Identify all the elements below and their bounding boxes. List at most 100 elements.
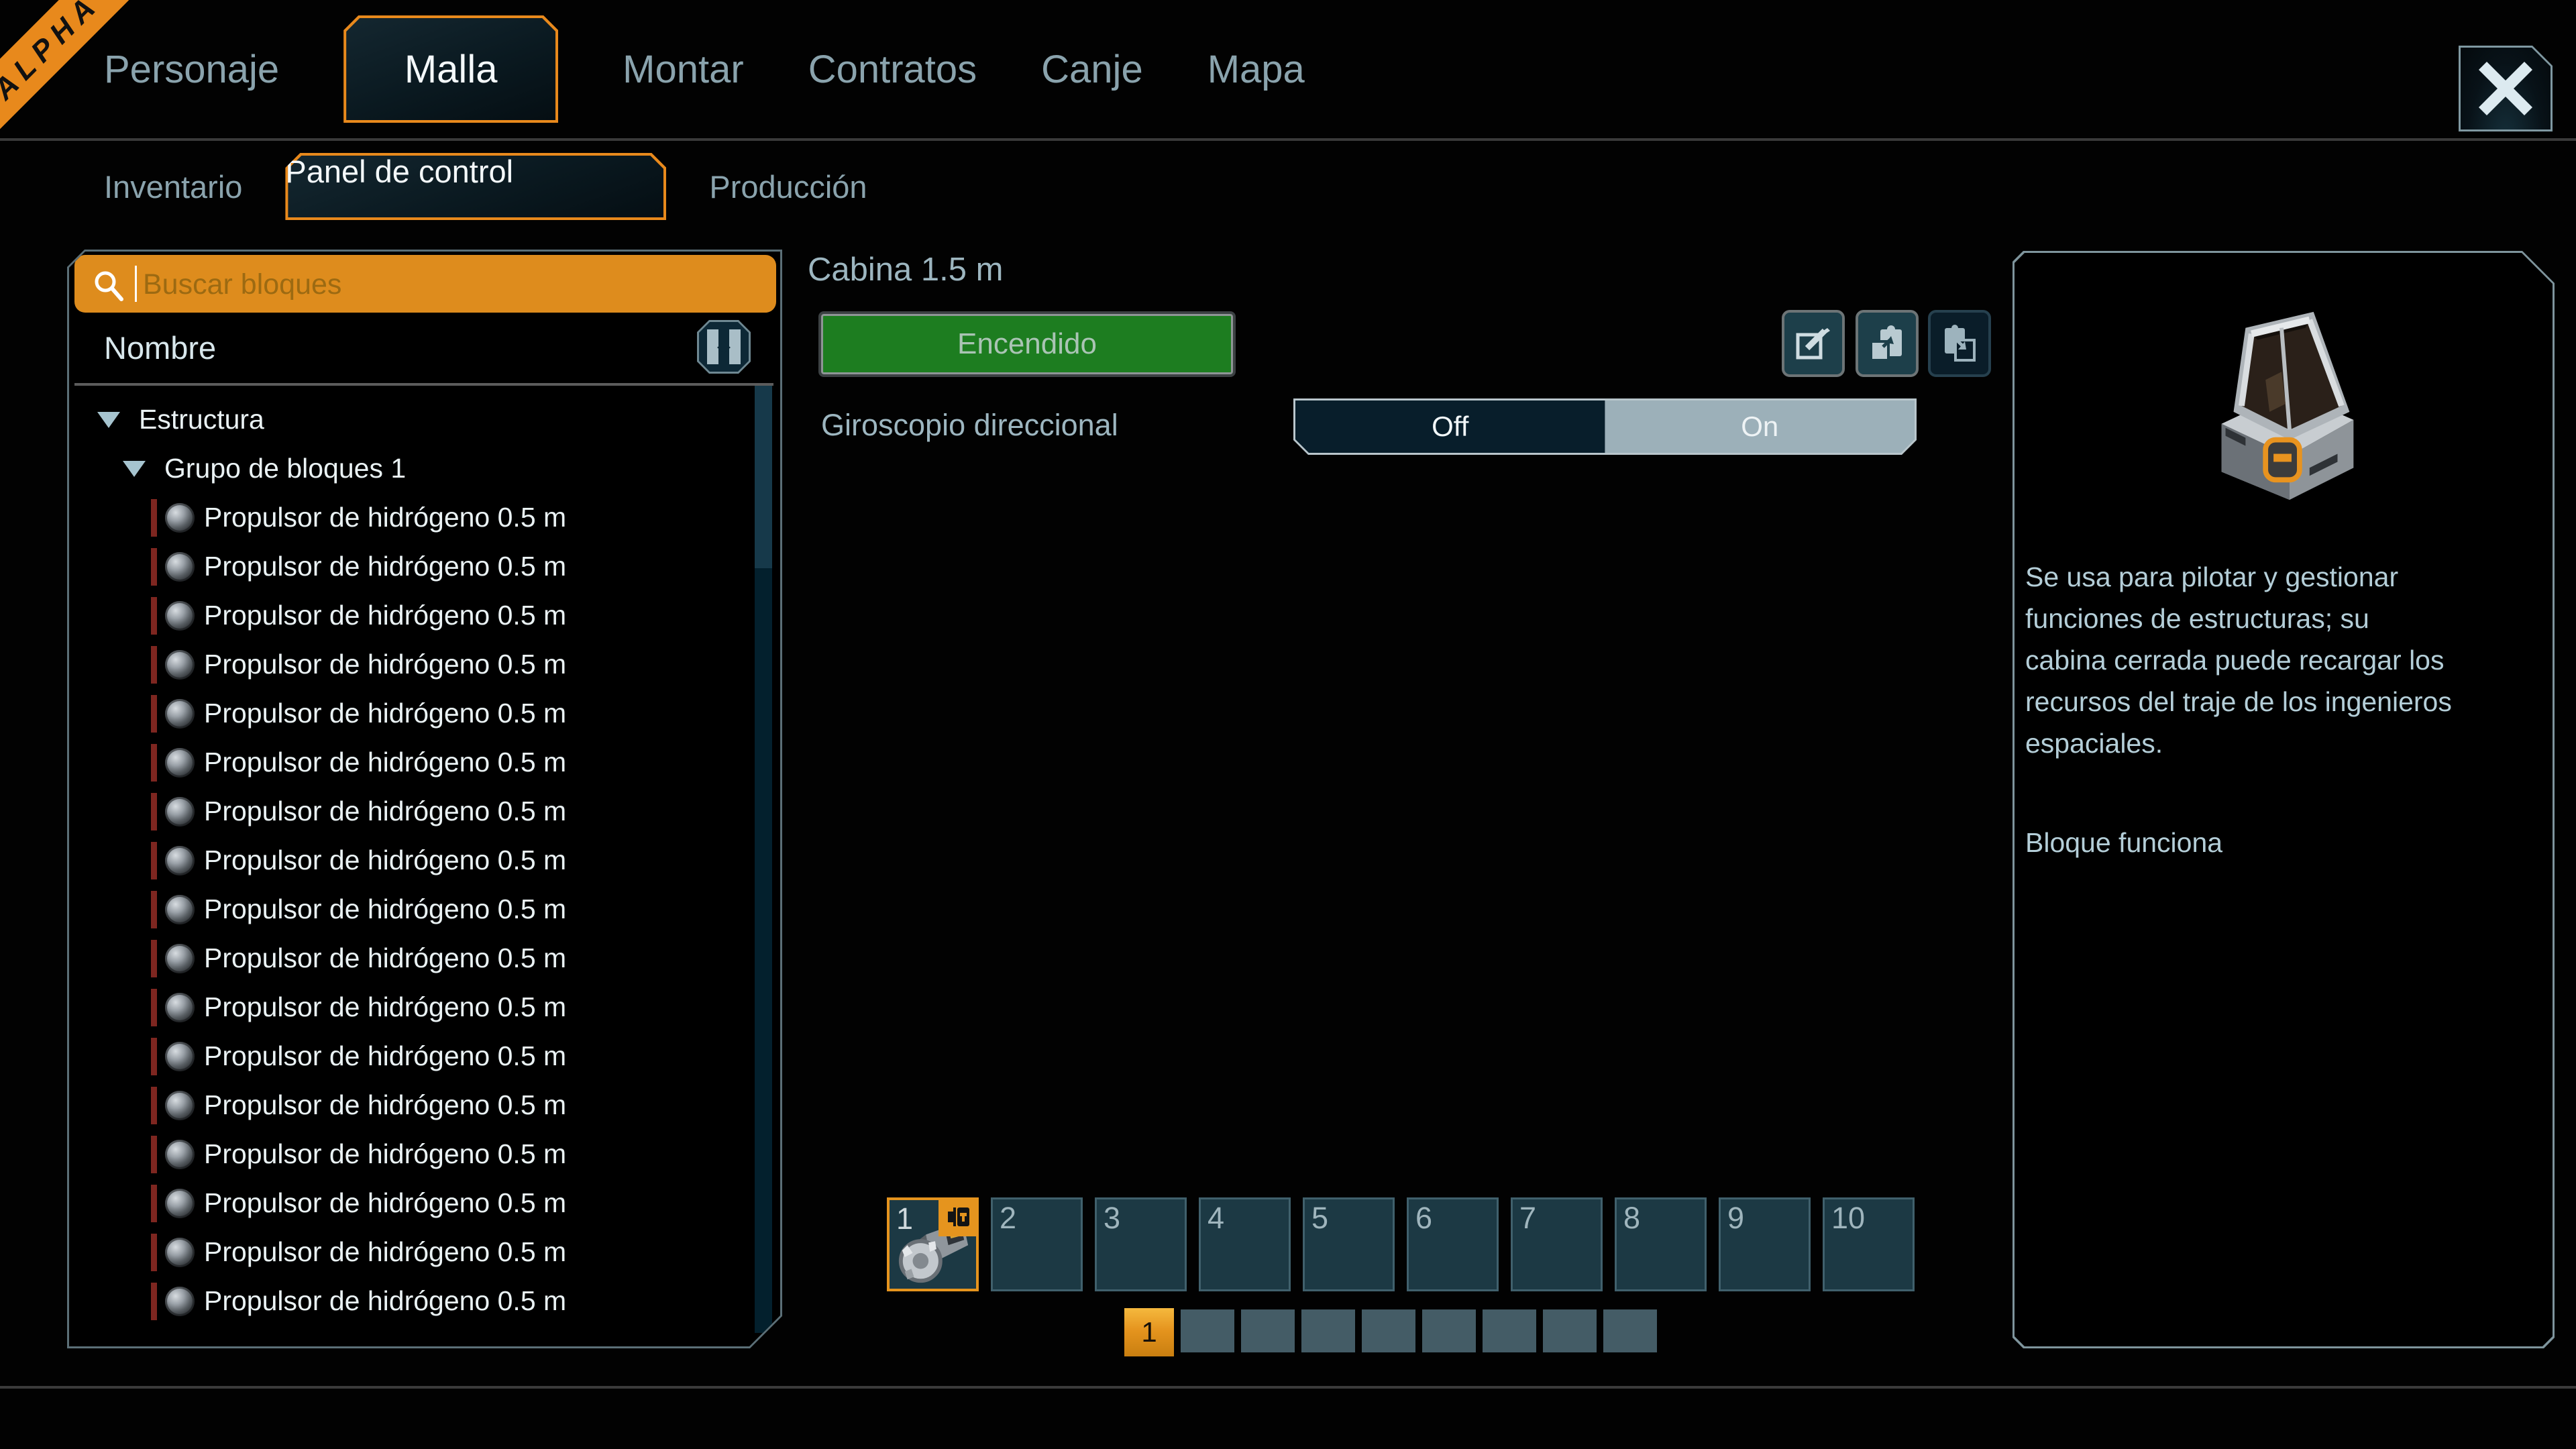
column-resize-button[interactable] xyxy=(697,320,751,374)
thruster-icon xyxy=(165,895,195,924)
nav-tab[interactable]: Malla xyxy=(343,15,558,123)
pager-page-button[interactable] xyxy=(1181,1309,1234,1352)
tree-item-block[interactable]: Propulsor de hidrógeno 0.5 m xyxy=(69,1179,748,1228)
tree-item-block[interactable]: Propulsor de hidrógeno 0.5 m xyxy=(69,591,748,640)
thruster-icon xyxy=(165,1091,195,1120)
pager-page-button[interactable] xyxy=(1603,1309,1657,1352)
hotbar-slot[interactable]: 10 xyxy=(1823,1197,1915,1291)
tree-item-label: Propulsor de hidrógeno 0.5 m xyxy=(204,991,567,1022)
tree-item-block[interactable]: Propulsor de hidrógeno 0.5 m xyxy=(69,1228,748,1277)
paste-settings-button[interactable] xyxy=(1928,310,1991,377)
thruster-icon xyxy=(165,1042,195,1071)
tree-node-label: Estructura xyxy=(139,404,264,435)
nav-tab[interactable]: Canje xyxy=(1041,47,1143,91)
subnav-tab[interactable]: Producción xyxy=(709,168,867,205)
pager-page-button[interactable] xyxy=(1241,1309,1295,1352)
block-search-bar[interactable] xyxy=(74,255,776,313)
tree-item-label: Propulsor de hidrógeno 0.5 m xyxy=(204,1285,567,1316)
collapse-triangle-icon[interactable] xyxy=(97,412,120,428)
toggle-off-button[interactable]: Off xyxy=(1295,400,1605,453)
pager-page-button[interactable] xyxy=(1543,1309,1597,1352)
slot-number: 5 xyxy=(1311,1201,1329,1235)
hotbar-slot[interactable]: 8 xyxy=(1615,1197,1707,1291)
slot-number: 8 xyxy=(1623,1201,1641,1235)
gyroscope-label: Giroscopio direccional xyxy=(821,408,1118,442)
nav-tab[interactable]: Personaje xyxy=(104,47,280,91)
gyroscope-toggle: Off On xyxy=(1293,398,1917,455)
thruster-icon xyxy=(165,503,195,533)
search-input[interactable] xyxy=(142,255,748,314)
slot-number: 1 xyxy=(896,1201,914,1236)
pager-page-number: 1 xyxy=(1141,1316,1157,1348)
tree-item-block[interactable]: Propulsor de hidrógeno 0.5 m xyxy=(69,1130,748,1179)
copy-settings-button[interactable] xyxy=(1856,310,1919,377)
tree-node-block-group[interactable]: Grupo de bloques 1 xyxy=(69,444,748,493)
block-status-bar xyxy=(151,940,157,977)
tree-item-block[interactable]: Propulsor de hidrógeno 0.5 m xyxy=(69,542,748,591)
tree-item-block[interactable]: Propulsor de hidrógeno 0.5 m xyxy=(69,983,748,1032)
thruster-icon xyxy=(165,552,195,582)
pager-page-button[interactable] xyxy=(1483,1309,1536,1352)
tree-item-block[interactable]: Propulsor de hidrógeno 0.5 m xyxy=(69,934,748,983)
nav-divider xyxy=(0,138,2576,141)
pager-current-page[interactable]: 1 xyxy=(1124,1308,1174,1356)
block-status-bar xyxy=(151,793,157,830)
hotbar-slot[interactable]: 6 xyxy=(1407,1197,1499,1291)
nav-tab[interactable]: Mapa xyxy=(1207,47,1305,91)
block-status-bar xyxy=(151,1283,157,1320)
block-description: Se usa para pilotar y gestionar funcione… xyxy=(2025,561,2452,759)
subnav-tab[interactable]: Panel de control xyxy=(285,153,666,220)
slot-number: 2 xyxy=(1000,1201,1017,1235)
tree-item-block[interactable]: Propulsor de hidrógeno 0.5 m xyxy=(69,738,748,787)
block-status-bar xyxy=(151,597,157,635)
pager-page-button[interactable] xyxy=(1301,1309,1355,1352)
tree-item-block[interactable]: Propulsor de hidrógeno 0.5 m xyxy=(69,1032,748,1081)
paste-icon xyxy=(1945,325,1976,362)
tree-item-block[interactable]: Propulsor de hidrógeno 0.5 m xyxy=(69,836,748,885)
nav-tab[interactable]: Contratos xyxy=(808,47,977,91)
tree-item-label: Propulsor de hidrógeno 0.5 m xyxy=(204,1187,567,1218)
tree-node-structure[interactable]: Estructura xyxy=(69,395,748,444)
copy-icon xyxy=(1870,325,1902,362)
slot-number: 9 xyxy=(1727,1201,1745,1235)
tree-item-block[interactable]: Propulsor de hidrógeno 0.5 m xyxy=(69,640,748,689)
tree-item-block[interactable]: Propulsor de hidrógeno 0.5 m xyxy=(69,885,748,934)
tree-item-block[interactable]: Propulsor de hidrógeno 0.5 m xyxy=(69,1277,748,1326)
collapse-triangle-icon[interactable] xyxy=(123,461,146,477)
hotbar-pager: 1 xyxy=(1124,1308,1657,1356)
thruster-icon xyxy=(165,1140,195,1169)
hotbar-slot[interactable]: 7 xyxy=(1511,1197,1603,1291)
wrench-icon xyxy=(948,1208,969,1226)
tree-item-block[interactable]: Propulsor de hidrógeno 0.5 m xyxy=(69,1081,748,1130)
subnav-tab[interactable]: Inventario xyxy=(104,168,243,205)
arrow-right-icon xyxy=(723,341,731,354)
hotbar-slot[interactable]: 4 xyxy=(1199,1197,1291,1291)
thruster-icon xyxy=(165,601,195,631)
block-status-bar xyxy=(151,548,157,586)
pager-page-button[interactable] xyxy=(1422,1309,1476,1352)
tree-item-block[interactable]: Propulsor de hidrógeno 0.5 m xyxy=(69,689,748,738)
scrollbar-thumb[interactable] xyxy=(755,386,772,568)
rename-button[interactable] xyxy=(1782,310,1845,377)
hotbar-slot[interactable]: 2 xyxy=(991,1197,1083,1291)
tree-item-block[interactable]: Propulsor de hidrógeno 0.5 m xyxy=(69,493,748,542)
tree-item-label: Propulsor de hidrógeno 0.5 m xyxy=(204,649,567,680)
thruster-item-icon xyxy=(898,1221,969,1283)
hotbar-slot[interactable]: 5 xyxy=(1303,1197,1395,1291)
hotbar-slot[interactable]: 9 xyxy=(1719,1197,1811,1291)
nav-tab[interactable]: Montar xyxy=(623,47,744,91)
tree-item-block[interactable]: Propulsor de hidrógeno 0.5 m xyxy=(69,787,748,836)
cockpit-image xyxy=(2185,300,2386,508)
hotbar-slot-active[interactable]: 1 xyxy=(887,1197,979,1291)
tree-item-label: Propulsor de hidrógeno 0.5 m xyxy=(204,1089,567,1120)
thruster-icon xyxy=(165,699,195,729)
thruster-icon xyxy=(165,993,195,1022)
block-status-bar xyxy=(151,695,157,733)
power-state-button[interactable]: Encendido xyxy=(818,311,1236,377)
close-button[interactable] xyxy=(2459,46,2553,131)
toggle-on-button[interactable]: On xyxy=(1605,400,1915,453)
list-scrollbar[interactable] xyxy=(755,386,772,1333)
pager-page-button[interactable] xyxy=(1362,1309,1415,1352)
hotbar-slot[interactable]: 3 xyxy=(1095,1197,1187,1291)
search-icon xyxy=(92,268,127,303)
